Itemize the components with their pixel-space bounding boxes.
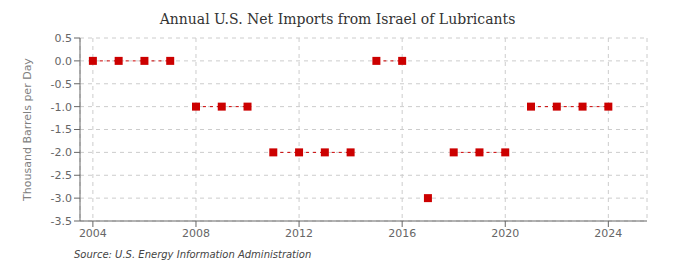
svg-text:-3.5: -3.5 <box>51 215 72 228</box>
svg-text:-2.5: -2.5 <box>51 169 72 182</box>
svg-text:-1.0: -1.0 <box>51 101 72 114</box>
svg-text:2004: 2004 <box>79 227 107 240</box>
svg-text:-2.0: -2.0 <box>51 146 72 159</box>
svg-text:2012: 2012 <box>285 227 313 240</box>
svg-text:Thousand Barrels per Day: Thousand Barrels per Day <box>21 58 34 202</box>
svg-text:2020: 2020 <box>491 227 519 240</box>
svg-text:2016: 2016 <box>388 227 416 240</box>
html-text:Source: U.S. Energy Informatio: Source: U.S. Energy Information Administ… <box>74 249 312 260</box>
svg-text:-1.5: -1.5 <box>51 123 72 136</box>
svg-text:2024: 2024 <box>594 227 622 240</box>
html-text:Annual U.S. Net Imports from I: Annual U.S. Net Imports from Israel of L… <box>159 11 516 27</box>
svg-text:-0.5: -0.5 <box>51 78 72 91</box>
svg-text:2008: 2008 <box>182 227 210 240</box>
svg-text:-3.0: -3.0 <box>51 192 72 205</box>
svg-text:0.0: 0.0 <box>55 55 73 68</box>
svg-text:0.5: 0.5 <box>55 32 73 45</box>
